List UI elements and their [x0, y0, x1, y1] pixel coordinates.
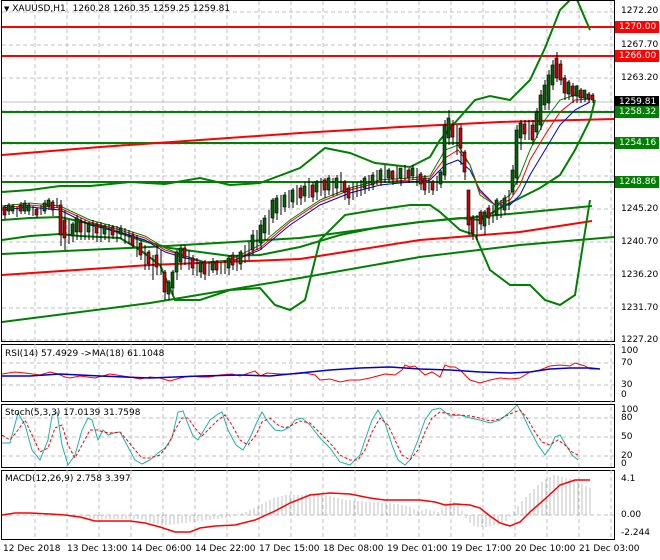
macd-tick: 0.00	[621, 510, 642, 520]
stoch-tick: 0	[621, 459, 627, 469]
macd-panel[interactable]	[1, 470, 615, 540]
time-label: 20 Dec 10:00	[515, 544, 576, 554]
rsi-tick: 70	[621, 358, 633, 368]
macd-tick: 4.1	[621, 474, 636, 484]
candles	[2, 52, 595, 300]
rsi-tick: 0	[621, 390, 627, 400]
macd-tick: -2.244	[621, 528, 651, 538]
time-label: 17 Dec 15:00	[259, 544, 320, 554]
chart-header: ▼ XAUUSD,H1 1260.28 1260.35 1259.25 1259…	[4, 4, 230, 15]
time-label: 21 Dec 03:00	[579, 544, 640, 554]
stoch-grid	[2, 417, 614, 457]
rsi-title: RSI(14) 57.4929 ->MA(18) 61.1048	[5, 349, 165, 359]
time-label: 18 Dec 08:00	[323, 544, 384, 554]
rsi-line	[2, 362, 600, 384]
stoch-tick: 100	[621, 405, 639, 415]
macd-histogram	[69, 475, 591, 527]
price-tick: 1272.20	[621, 6, 659, 16]
trend-upper-red	[2, 118, 614, 156]
price-tick: 1245.20	[621, 204, 659, 214]
vertical-grid	[34, 1, 612, 540]
price-tick: 1240.70	[621, 237, 659, 247]
stoch-title: Stoch(5,3,3) 17.0139 31.7598	[5, 408, 141, 418]
triangle-down-icon[interactable]: ▼	[4, 5, 10, 13]
price-tick: 1236.20	[621, 270, 659, 280]
ohlc-values: 1260.28 1260.35 1259.25 1259.81	[72, 4, 231, 14]
time-label: 19 Dec 01:00	[387, 544, 448, 554]
price-tick: 1267.70	[621, 40, 659, 50]
bollinger-upper	[2, 1, 591, 193]
stoch-tick: 20	[621, 451, 633, 461]
price-tick: 1231.70	[621, 303, 659, 313]
macd-plot	[2, 475, 591, 533]
stoch-panel[interactable]	[1, 404, 615, 468]
stoch-tick: 80	[621, 413, 633, 423]
rsi-grid	[2, 362, 614, 386]
stoch-d-line	[2, 409, 579, 461]
price-plot	[2, 1, 614, 323]
level-tag-1248: 1248.86	[615, 176, 659, 188]
bollinger-mid	[2, 99, 596, 258]
level-tag-1270: 1270.00	[615, 21, 659, 33]
macd-signal-line	[2, 479, 590, 533]
trend-mid-red	[2, 220, 593, 276]
bid-price-tag: 1259.81	[615, 96, 659, 108]
level-tag-1254: 1254.16	[615, 137, 659, 149]
rsi-tick: 30	[621, 380, 633, 390]
time-label: 14 Dec 06:00	[131, 544, 192, 554]
stoch-k-line	[2, 405, 579, 467]
level-tag-1258: 1258.32	[615, 106, 659, 118]
time-label: 19 Dec 17:00	[451, 544, 512, 554]
price-tick: 1227.20	[621, 335, 659, 345]
time-label: 13 Dec 13:00	[67, 544, 128, 554]
price-tick: 1263.20	[621, 73, 659, 83]
rsi-plot	[2, 362, 601, 384]
macd-title: MACD(12,26,9) 2.758 3.397	[5, 474, 131, 484]
time-label: 12 Dec 2018	[3, 544, 61, 554]
level-tag-1266: 1266.00	[615, 50, 659, 62]
time-label: 14 Dec 22:00	[195, 544, 256, 554]
stoch-plot	[2, 405, 579, 467]
rsi-tick: 100	[621, 346, 639, 356]
trend-lower-green	[2, 236, 614, 323]
rsi-ma-line	[2, 366, 601, 379]
stoch-tick: 50	[621, 432, 633, 442]
symbol-label: XAUUSD,H1	[12, 4, 66, 14]
